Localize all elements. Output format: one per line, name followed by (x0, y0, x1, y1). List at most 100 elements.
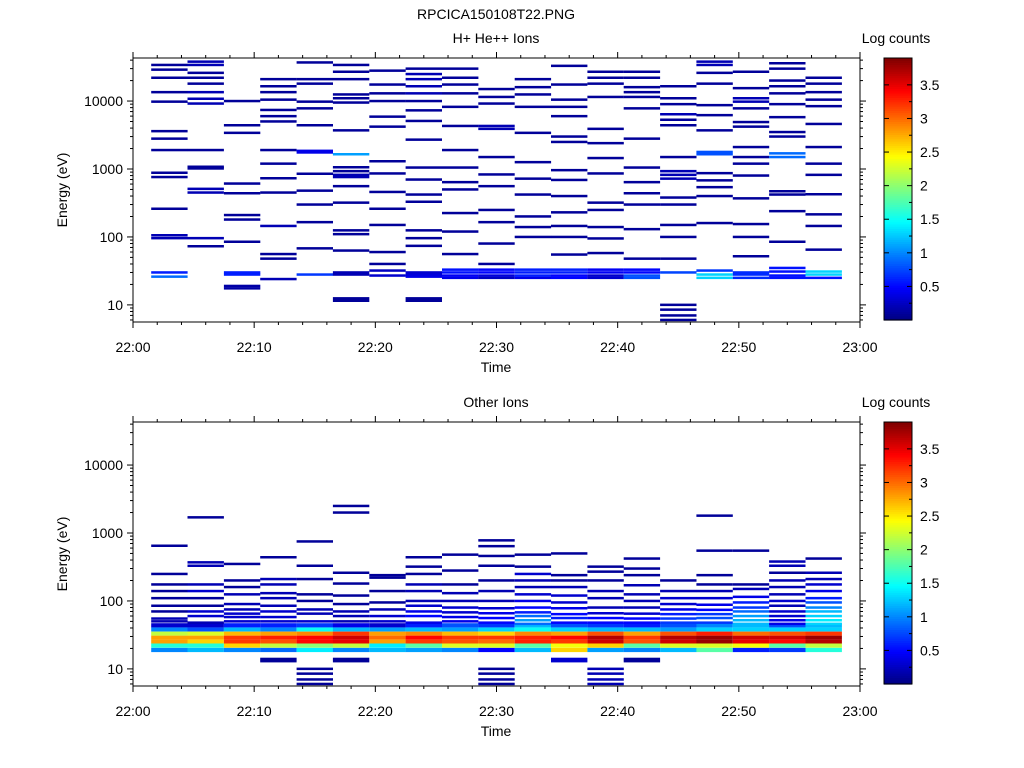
colorbar-segment (884, 315, 912, 319)
heatmap-band-cell (514, 635, 552, 640)
heatmap-cell (514, 177, 552, 180)
colorbar-tick-label: 2.5 (920, 508, 940, 524)
heatmap-cell (623, 76, 661, 79)
heatmap-band-cell (623, 643, 661, 648)
heatmap-cell (696, 129, 733, 132)
colorbar-segment (884, 625, 912, 628)
colorbar-segment (884, 677, 912, 681)
heatmap-cell (660, 621, 697, 624)
heatmap-cell (514, 553, 552, 556)
heatmap-cell (805, 614, 842, 618)
heatmap-cell (732, 145, 770, 149)
colorbar-segment (884, 614, 912, 617)
colorbar-segment (884, 424, 912, 427)
heatmap-band-cell (151, 647, 188, 653)
heatmap-cell (805, 606, 842, 609)
colorbar-segment (884, 544, 912, 548)
heatmap-cell (405, 565, 442, 568)
colorbar-segment (884, 189, 912, 192)
heatmap-cell (442, 83, 479, 86)
colorbar-segment (884, 75, 912, 79)
colorbar-segment (884, 559, 912, 563)
heatmap-band-cell (805, 639, 842, 644)
heatmap-cell (405, 610, 442, 613)
heatmap-cell (151, 137, 188, 140)
heatmap-band-cell (405, 635, 442, 640)
heatmap-cell (551, 621, 588, 624)
x-tick-label: 22:30 (479, 703, 514, 719)
colorbar-frame (883, 57, 913, 321)
colorbar-segment (884, 226, 912, 229)
heatmap-band-cell (551, 631, 588, 636)
colorbar-segment (884, 101, 912, 105)
heatmap-cell (587, 596, 624, 600)
colorbar-segment (884, 217, 912, 221)
colorbar-segment (884, 215, 912, 218)
colorbar-segment (884, 474, 912, 478)
heatmap-cell (332, 101, 370, 104)
colorbar-segment (884, 463, 912, 467)
heatmap-band-cell (478, 647, 515, 653)
heatmap-cell (296, 151, 333, 154)
heatmap-band-cell (587, 623, 624, 628)
heatmap-cell (696, 113, 733, 117)
heatmap-cell (769, 130, 806, 134)
heatmap-cell (478, 268, 515, 271)
heatmap-band-cell (769, 627, 806, 632)
heatmap-band-cell (623, 627, 661, 632)
colorbar-segment (884, 448, 912, 451)
heatmap-cell (260, 114, 297, 118)
heatmap-band-cell (551, 639, 588, 644)
heatmap-cell (151, 583, 188, 586)
colorbar-segment (884, 77, 912, 81)
heatmap-cell (696, 616, 733, 620)
heatmap-band-cell (151, 643, 188, 648)
heatmap-cell (587, 251, 624, 255)
heatmap-cell (732, 583, 770, 586)
heatmap-cell (405, 614, 442, 618)
heatmap-cell (587, 127, 624, 131)
heatmap-cell (151, 129, 188, 133)
heatmap-cell (805, 571, 842, 574)
heatmap-cell (296, 273, 333, 276)
heatmap-cell (660, 173, 697, 177)
heatmap-cell (805, 90, 842, 94)
heatmap-cell (478, 173, 515, 176)
heatmap-cell (296, 672, 333, 675)
heatmap-cell (332, 77, 370, 81)
colorbar-segment (884, 116, 912, 120)
heatmap-cell (223, 593, 261, 596)
colorbar-segment (884, 581, 912, 585)
heatmap-cell (587, 606, 624, 609)
colorbar-segment (884, 461, 912, 465)
colorbar-segment (884, 99, 912, 103)
colorbar-tick-label: 3.5 (920, 77, 940, 93)
colorbar-segment (884, 197, 912, 201)
heatmap-band-cell (223, 639, 261, 644)
heatmap-band-cell (442, 631, 479, 636)
heatmap-band-cell (223, 627, 261, 632)
colorbar-segment (884, 79, 912, 83)
colorbar-segment (884, 555, 912, 558)
heatmap-cell (514, 274, 552, 277)
colorbar-segment (884, 167, 912, 170)
heatmap-cell (478, 102, 515, 105)
heatmap-cell (732, 235, 770, 239)
heatmap-cell (805, 610, 842, 613)
heatmap-cell (187, 583, 224, 586)
colorbar-segment (884, 629, 912, 633)
heatmap-cell (660, 155, 697, 159)
colorbar-segment (884, 570, 912, 574)
heatmap-cell (805, 273, 842, 276)
heatmap-cell (442, 276, 479, 280)
heatmap-cell (805, 224, 842, 228)
heatmap-band-cell (660, 631, 697, 636)
colorbar-segment (884, 537, 912, 541)
colorbar-segment (884, 269, 912, 273)
heatmap-cell (223, 562, 261, 566)
heatmap-cell (405, 200, 442, 203)
heatmap-cell (405, 67, 442, 70)
heatmap-cell (587, 268, 624, 271)
heatmap-cell (187, 102, 224, 105)
heatmap-cell (551, 612, 588, 616)
